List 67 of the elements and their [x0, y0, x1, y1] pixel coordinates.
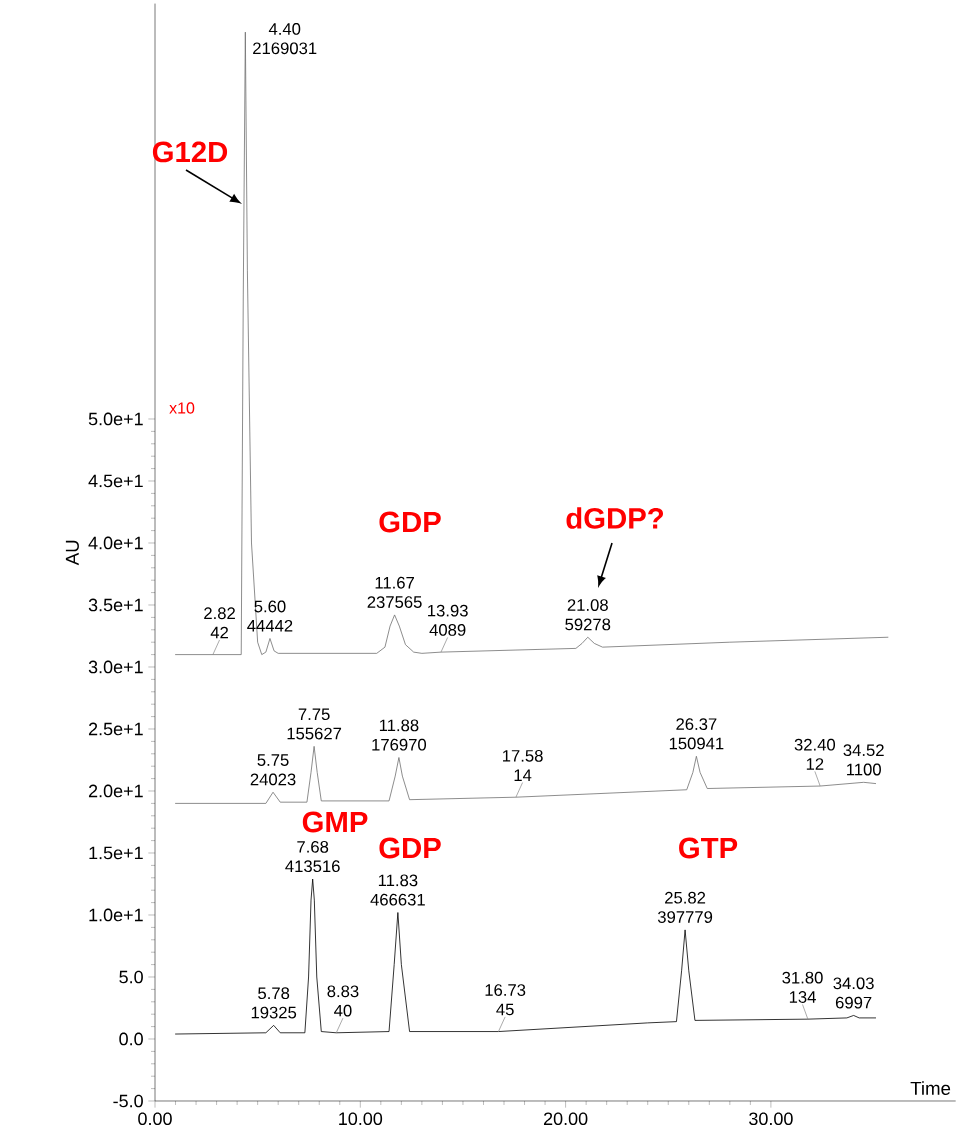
- annotation: G12D: [152, 141, 228, 163]
- annotation: 19325: [251, 1006, 297, 1019]
- x-axis-title: Time: [910, 1081, 951, 1095]
- annotation: 59278: [565, 618, 611, 631]
- annotation: 26.37: [676, 718, 717, 731]
- annotation: 7.68: [297, 840, 329, 853]
- annotation: 2169031: [253, 42, 317, 55]
- annotation: 12: [806, 758, 824, 770]
- x-tick-label: 10.00: [339, 1112, 383, 1126]
- annotation: GMP: [302, 811, 368, 833]
- annotation: dGDP?: [566, 507, 664, 529]
- y-tick-label: 0.0: [119, 1032, 143, 1046]
- annotation: 11.88: [379, 719, 419, 732]
- annotation: 397779: [657, 911, 713, 923]
- annotation: 5.75: [257, 754, 289, 766]
- annotation: 176970: [372, 738, 427, 751]
- annotation: 2.82: [204, 607, 235, 620]
- x-tick-label: 20.00: [543, 1112, 588, 1126]
- annotation: GDP: [379, 837, 441, 859]
- x-tick-label: 30.00: [749, 1112, 793, 1126]
- annotation: 4.40: [268, 23, 301, 35]
- annotation: 5.78: [258, 987, 290, 1000]
- annotation: 8.83: [327, 985, 359, 998]
- y-tick-label: 2.5e+1: [88, 722, 143, 736]
- annotation: 5.60: [254, 600, 286, 613]
- x-tick-label: 0.00: [138, 1112, 172, 1126]
- annotation: 413516: [285, 860, 340, 873]
- y-tick-label: 3.5e+1: [88, 598, 143, 612]
- annotation: 155627: [287, 727, 342, 740]
- annotation: 466631: [370, 893, 425, 906]
- y-tick-label: 4.5e+1: [88, 474, 143, 488]
- annotation: 1100: [847, 763, 881, 776]
- annotation: 17.58: [503, 749, 543, 762]
- y-tick-label: 4.0e+1: [88, 536, 143, 550]
- annotation: 14: [514, 769, 532, 781]
- annotation: 150941: [669, 737, 724, 750]
- y-axis-title: AU: [65, 540, 79, 566]
- annotation: 44442: [247, 619, 293, 632]
- annotation: 34.03: [833, 977, 874, 990]
- annotation: x10: [169, 402, 195, 414]
- annotation: GDP: [379, 511, 441, 533]
- annotation: 42: [210, 626, 228, 639]
- annotation: 11.67: [375, 576, 414, 589]
- y-tick-label: -5.0: [113, 1094, 143, 1108]
- annotation: 34.52: [843, 744, 884, 757]
- y-tick-label: 5.0e+1: [88, 412, 143, 426]
- annotation: 24023: [250, 773, 296, 786]
- annotation: 40: [334, 1004, 352, 1017]
- y-tick-label: 1.0e+1: [89, 908, 143, 922]
- annotation: 4089: [429, 624, 466, 636]
- annotation: 6997: [835, 996, 872, 1009]
- annotation: 7.75: [298, 708, 330, 721]
- annotation: GTP: [679, 837, 738, 859]
- y-tick-label: 2.0e+1: [88, 784, 143, 798]
- annotation: 25.82: [665, 891, 706, 904]
- annotation: 134: [789, 991, 816, 1003]
- y-tick-label: 5.0: [119, 970, 143, 984]
- annotation: 21.08: [567, 599, 608, 611]
- annotation: 237565: [367, 596, 422, 608]
- annotation: 31.80: [782, 971, 823, 984]
- y-tick-label: 1.5e+1: [89, 846, 143, 860]
- annotation: 45: [496, 1003, 514, 1016]
- annotation: 32.40: [794, 738, 836, 751]
- y-tick-label: 3.0e+1: [88, 660, 143, 674]
- annotation: 13.93: [428, 604, 468, 617]
- annotation: 11.83: [378, 874, 418, 887]
- annotation: 16.73: [485, 984, 526, 996]
